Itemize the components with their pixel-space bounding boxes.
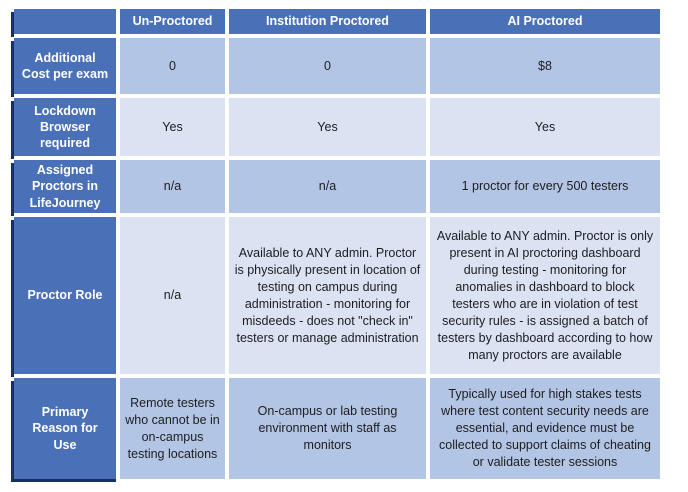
- row-header-lockdown-browser: Lockdown Browser required: [11, 98, 116, 159]
- column-header-ai-proctored: AI Proctored: [430, 9, 660, 34]
- cell-lockdown-browser-institution-proctored: Yes: [229, 98, 426, 156]
- corner-header-cell: [11, 9, 116, 37]
- cell-assigned-proctors-un-proctored: n/a: [120, 160, 225, 213]
- cell-proctor-role-ai-proctored: Available to ANY admin. Proctor is only …: [430, 217, 660, 374]
- cell-primary-reason-institution-proctored: On-campus or lab testing environment wit…: [229, 378, 426, 479]
- proctoring-comparison-table: Un-Proctored Institution Proctored AI Pr…: [11, 9, 660, 482]
- row-header-primary-reason: Primary Reason for Use: [11, 378, 116, 482]
- cell-proctor-role-institution-proctored: Available to ANY admin. Proctor is physi…: [229, 217, 426, 374]
- row-header-assigned-proctors: Assigned Proctors in LifeJourney: [11, 160, 116, 216]
- cell-assigned-proctors-ai-proctored: 1 proctor for every 500 testers: [430, 160, 660, 213]
- row-header-additional-cost: Additional Cost per exam: [11, 38, 116, 97]
- cell-proctor-role-un-proctored: n/a: [120, 217, 225, 374]
- cell-lockdown-browser-un-proctored: Yes: [120, 98, 225, 156]
- column-header-un-proctored: Un-Proctored: [120, 9, 225, 34]
- cell-primary-reason-ai-proctored: Typically used for high stakes tests whe…: [430, 378, 660, 479]
- cell-additional-cost-institution-proctored: 0: [229, 38, 426, 94]
- row-header-proctor-role: Proctor Role: [11, 217, 116, 377]
- cell-assigned-proctors-institution-proctored: n/a: [229, 160, 426, 213]
- cell-lockdown-browser-ai-proctored: Yes: [430, 98, 660, 156]
- cell-additional-cost-ai-proctored: $8: [430, 38, 660, 94]
- cell-additional-cost-un-proctored: 0: [120, 38, 225, 94]
- cell-primary-reason-un-proctored: Remote testers who cannot be in on-campu…: [120, 378, 225, 479]
- column-header-institution-proctored: Institution Proctored: [229, 9, 426, 34]
